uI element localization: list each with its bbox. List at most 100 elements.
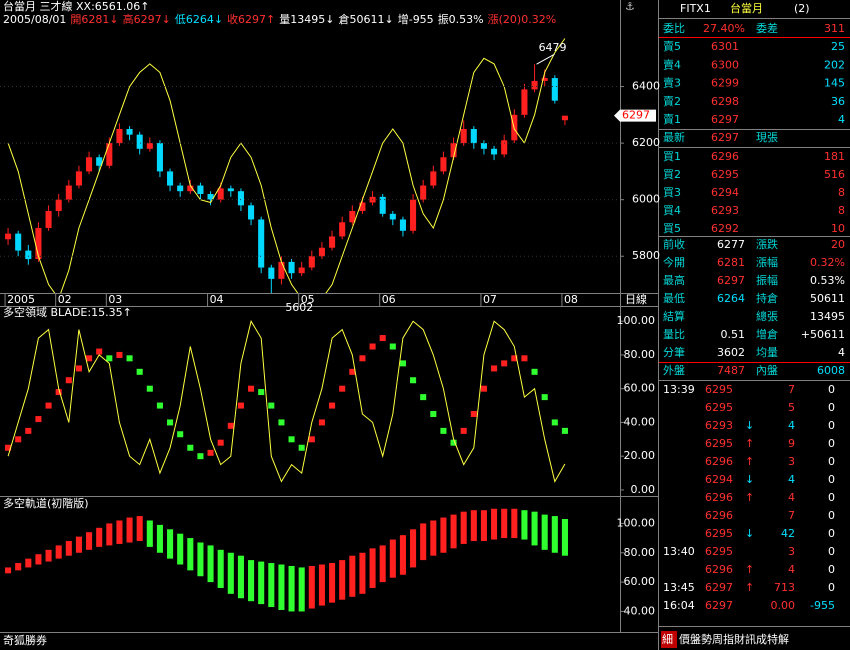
symbol-name: 台當月 — [730, 1, 763, 15]
quote-cell: 0 — [828, 545, 835, 558]
tab-labels[interactable]: 價盤勢周指財訊成特解 — [679, 632, 789, 646]
quote-cell: 委比 — [663, 22, 685, 35]
quote-cell: 漲跌 — [756, 237, 778, 251]
quote-cell: 現張 — [756, 131, 778, 144]
trend-step — [136, 368, 143, 375]
candle-body — [541, 78, 548, 81]
channel-bar — [531, 511, 538, 546]
quote-cell: 202 — [824, 58, 845, 71]
quote-cell: 4 — [788, 563, 795, 576]
trend-step — [399, 360, 406, 367]
quote-cell: ↑ — [745, 491, 754, 504]
y-tick-label: 100.00 — [617, 516, 656, 529]
candle-body — [197, 185, 204, 195]
quote-cell: 4 — [788, 419, 795, 432]
trend-step — [15, 436, 22, 443]
blade-line — [7, 319, 566, 483]
tab-label[interactable]: 細 — [662, 633, 673, 646]
trend-step — [156, 402, 163, 409]
y-tick-label: 6200 — [632, 136, 660, 149]
price-marker-label: 6297 — [622, 109, 650, 122]
x-tick-label: 05 — [301, 293, 315, 306]
trend-step — [237, 402, 244, 409]
brand: 奇狐勝券 — [3, 633, 47, 647]
channel-bar — [308, 565, 315, 609]
channel-bar — [420, 523, 427, 561]
quote-cell: 20 — [831, 238, 845, 251]
quote-cell: 6298 — [711, 95, 739, 108]
channel-bar — [248, 560, 255, 602]
quote-cell: 賣4 — [663, 57, 681, 71]
candle-body — [45, 210, 52, 228]
channel-bar — [96, 527, 103, 547]
quote-cell: 內盤 — [756, 364, 778, 377]
quote-cell: 前收 — [663, 237, 685, 251]
high-pointer — [536, 53, 555, 65]
candle-body — [349, 210, 356, 223]
blade-plot — [5, 319, 568, 483]
quote-cell: 買4 — [663, 204, 681, 217]
candle-body — [460, 128, 467, 144]
channel-bar — [399, 535, 406, 575]
quote-cell: 7 — [788, 509, 795, 522]
info-item: 倉50611↓ — [339, 12, 394, 26]
candle-body — [227, 188, 234, 192]
quote-cell: 0 — [828, 581, 835, 594]
trend-step — [146, 385, 153, 392]
channel-bar — [318, 564, 325, 606]
candle-body — [339, 222, 346, 237]
quote-cell: 買2 — [663, 168, 681, 181]
trend-step — [167, 419, 174, 426]
x-tick-label: 07 — [483, 293, 497, 306]
quote-cell: 最新 — [663, 130, 685, 144]
candle-body — [177, 185, 184, 192]
trend-step — [389, 343, 396, 350]
anchor-icon[interactable]: ⚓ — [625, 0, 635, 13]
trend-step — [531, 368, 538, 375]
candle-body — [106, 143, 113, 166]
quote-cell: 181 — [824, 150, 845, 163]
channel-bar — [75, 536, 82, 553]
quote-cell: 3 — [788, 545, 795, 558]
quote-cell: 6295 — [705, 545, 733, 558]
quote-cell: ↑ — [745, 437, 754, 450]
channel-bar — [197, 542, 204, 577]
channel-bar — [55, 545, 62, 559]
channel-bar — [126, 517, 133, 543]
quote-cell: +50611 — [801, 328, 845, 341]
quote-cell: 16:04 — [663, 599, 695, 612]
trend-step — [318, 419, 325, 426]
trend-step — [5, 444, 12, 451]
channel-bar — [329, 563, 336, 603]
info-item: 低6264↓ — [175, 13, 223, 26]
trend-step — [521, 355, 528, 362]
trend-step — [329, 402, 336, 409]
channel-bar — [551, 516, 558, 553]
quote-cell: 買3 — [663, 186, 681, 199]
trend-step — [339, 385, 346, 392]
candle-body — [318, 247, 325, 257]
quote-cell: 311 — [824, 22, 845, 35]
candle-body — [65, 185, 72, 200]
channel-bar — [359, 552, 366, 594]
trend-step — [420, 394, 427, 401]
quote-cell: 6297 — [717, 274, 745, 287]
quote-cell: 賣1 — [663, 112, 681, 126]
trend-step — [248, 385, 255, 392]
y-tick-label: 40.00 — [624, 604, 656, 617]
quote-cell: 6295 — [711, 168, 739, 181]
info-item: 振0.53% — [438, 12, 484, 26]
tab-active[interactable] — [661, 631, 677, 648]
channel-bar — [207, 545, 214, 583]
candle-body — [136, 134, 143, 149]
candle-body — [146, 143, 153, 149]
candle-body — [278, 261, 285, 279]
quote-cell: 4 — [788, 491, 795, 504]
channel-bar — [45, 549, 52, 562]
quote-cell: 0 — [828, 455, 835, 468]
candle-body — [561, 115, 568, 121]
trend-step — [379, 335, 386, 342]
quote-cell: 6297 — [711, 113, 739, 126]
candle-body — [75, 171, 82, 186]
